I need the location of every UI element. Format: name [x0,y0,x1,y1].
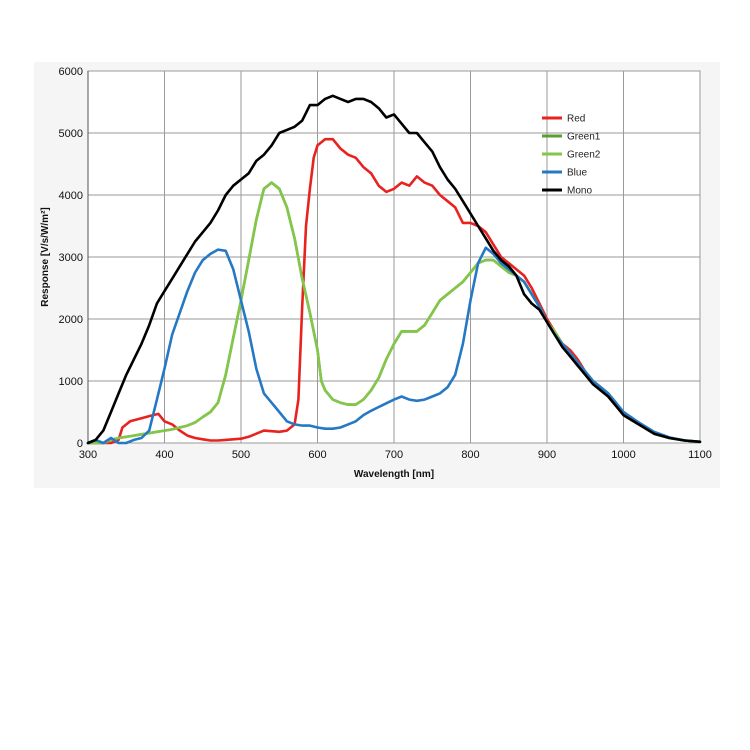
legend-label-red: Red [567,114,585,125]
x-tick-label: 1100 [688,449,712,461]
x-tick-label: 700 [385,449,403,461]
x-tick-label: 600 [308,449,326,461]
legend: Red Green1 Green2 Blue Mono [542,114,601,197]
y-tick-label: 4000 [59,190,83,202]
x-tick-label: 400 [155,449,173,461]
y-tick-label: 0 [77,438,83,450]
x-tick-label: 800 [461,449,479,461]
legend-label-green2: Green2 [567,150,601,161]
legend-label-mono: Mono [567,186,592,197]
y-tick-label: 2000 [59,314,83,326]
x-tick-label: 900 [538,449,556,461]
series-group [86,94,702,445]
series-line-blue [86,246,702,445]
x-axis-title: Wavelength [nm] [354,469,434,480]
y-tick-label: 3000 [59,252,83,264]
legend-label-blue: Blue [567,168,587,179]
ticks-group: 300 400 500 600 700 800 900 1000 1100 0 1000 2000 30… [59,66,712,461]
spectral-response-chart: 300 400 500 600 700 800 900 1000 1100 0 1000 2000 30… [40,66,712,480]
y-tick-label: 1000 [59,376,83,388]
x-tick-label: 500 [232,449,250,461]
grid [87,70,701,444]
y-axis-title: Response [V/s/W/m²] [40,207,51,306]
x-tick-label: 300 [79,449,97,461]
series-line-mono [86,94,702,445]
legend-label-green1: Green1 [567,132,601,143]
chart-panel: 300 400 500 600 700 800 900 1000 1100 0 1000 2000 30… [34,62,720,488]
x-tick-label: 1000 [611,449,635,461]
y-tick-label: 5000 [59,128,83,140]
y-tick-label: 6000 [59,66,83,78]
